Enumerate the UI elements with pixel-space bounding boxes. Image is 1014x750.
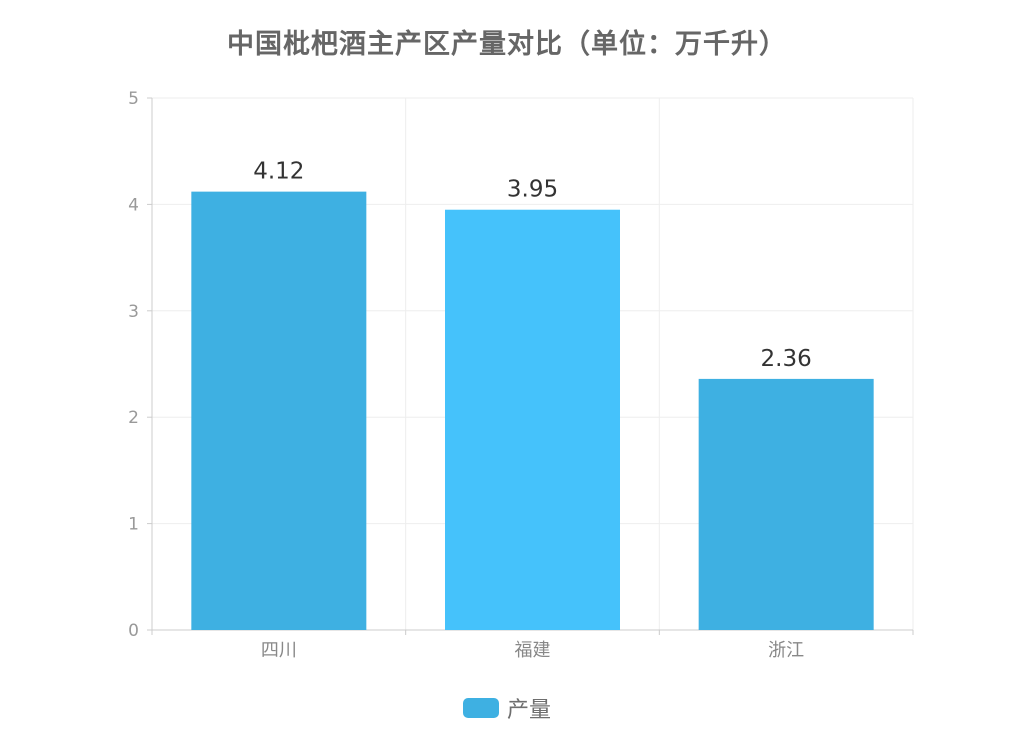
x-tick-label: 四川 [261, 640, 297, 661]
legend-label-production: 产量 [506, 698, 551, 723]
y-tick-label: 5 [128, 89, 139, 109]
legend-swatch [462, 698, 499, 718]
y-tick-label: 3 [128, 302, 139, 322]
legend[interactable]: 产量 [0, 692, 1014, 724]
chart-title: 中国枇杷酒主产区产量对比（单位：万千升） [227, 29, 787, 60]
data-label: 2.36 [761, 346, 812, 372]
data-label: 4.12 [253, 159, 304, 185]
bar-3 [698, 378, 874, 630]
y-tick-label: 0 [128, 621, 139, 641]
y-tick-label: 2 [128, 408, 139, 428]
x-tick-label: 浙江 [768, 640, 804, 661]
data-label: 3.95 [507, 177, 558, 203]
y-tick-label: 4 [128, 195, 139, 215]
x-tick-label: 福建 [515, 640, 551, 661]
bar-2 [445, 209, 620, 630]
y-tick-label: 1 [128, 515, 139, 535]
bar-1 [191, 191, 367, 630]
